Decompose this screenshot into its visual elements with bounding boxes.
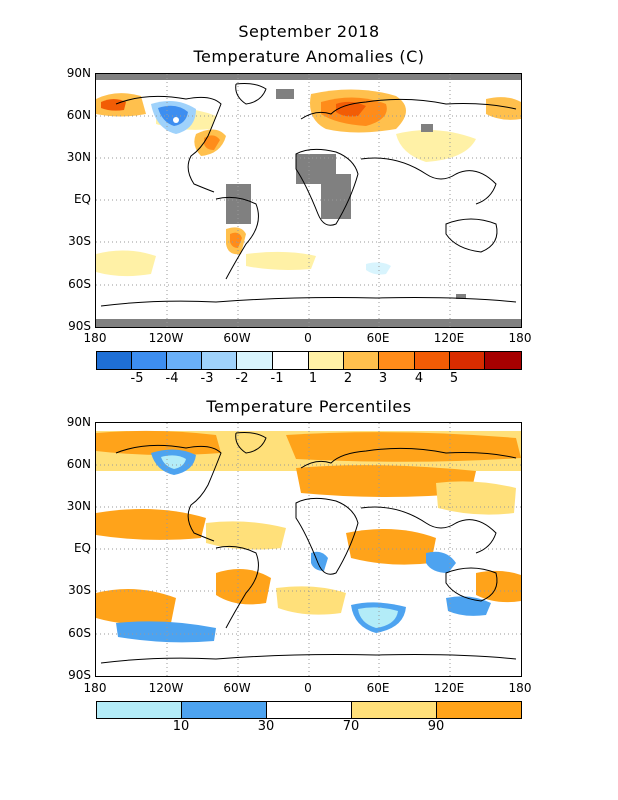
anomaly-legend-label: -2: [235, 371, 249, 386]
percentile-swatch: [352, 702, 437, 718]
anomaly-legend-label: 1: [308, 371, 318, 386]
pct-lat-label-60n: 60N: [66, 457, 91, 471]
anomaly-swatch: [97, 352, 132, 369]
percentile-swatch: [437, 702, 521, 718]
anomaly-swatch: [132, 352, 167, 369]
map-title-anomalies: Temperature Anomalies (C): [193, 47, 425, 66]
anomaly-legend-label: 5: [449, 371, 459, 386]
percentile-swatch: [97, 702, 182, 718]
lat-label-eq: EQ: [73, 192, 91, 206]
percentile-coastlines: [100, 432, 517, 664]
coastlines: [100, 83, 517, 307]
lon-label-60w: 60W: [223, 331, 251, 345]
lon-label-60e: 60E: [366, 331, 390, 345]
lat-label-90s: 90S: [68, 319, 91, 333]
pct-lat-label-90n: 90N: [66, 415, 91, 429]
pct-lat-label-30s: 30S: [68, 583, 91, 597]
percentile-grid-lines: [96, 423, 521, 676]
anomaly-legend-label: -1: [270, 371, 284, 386]
anomaly-swatch: [344, 352, 379, 369]
lat-label-60s: 60S: [68, 277, 91, 291]
anomaly-swatch: [237, 352, 273, 369]
anomaly-swatch: [415, 352, 450, 369]
missing-data-land: [226, 89, 466, 299]
lat-label-30n: 30N: [66, 150, 91, 164]
pct-lon-label-120w: 120W: [148, 681, 184, 695]
anomaly-swatch: [202, 352, 237, 369]
lon-label-120e: 120E: [433, 331, 465, 345]
anomaly-swatch: [485, 352, 521, 369]
anomaly-map: [95, 73, 522, 328]
pct-lon-label-180w: 180: [83, 681, 107, 695]
cold-anomaly-regions: [151, 100, 391, 275]
lon-label-180e: 180: [508, 331, 532, 345]
anomaly-swatch: [450, 352, 485, 369]
pct-lat-label-60s: 60S: [68, 626, 91, 640]
anomaly-map-svg: [96, 74, 521, 327]
anomaly-legend-label: 2: [343, 371, 353, 386]
percentile-swatch: [182, 702, 267, 718]
anomaly-swatch: [273, 352, 309, 369]
pct-lon-label-120e: 120E: [433, 681, 465, 695]
lon-label-120w: 120W: [148, 331, 184, 345]
anomaly-legend-label: 3: [378, 371, 388, 386]
percentile-swatch: [267, 702, 352, 718]
grid-lines: [96, 74, 521, 327]
pct-lon-label-60w: 60W: [223, 681, 251, 695]
pct-lat-label-30n: 30N: [66, 499, 91, 513]
percentile-map-svg: [96, 423, 521, 676]
pct-lat-label-90s: 90S: [68, 668, 91, 682]
anomaly-legend-label: -4: [165, 371, 179, 386]
percentile-map-title: Temperature Percentiles: [206, 397, 412, 416]
anomaly-legend-label: -3: [200, 371, 214, 386]
pct-lon-label-60e: 60E: [366, 681, 390, 695]
percentile-legend-label: 10: [172, 719, 190, 734]
percentile-legend-label: 90: [427, 719, 445, 734]
lon-label-180w: 180: [83, 331, 107, 345]
percentile-colorbar: [96, 701, 522, 719]
percentile-map: [95, 422, 522, 677]
anomaly-swatch: [167, 352, 202, 369]
warm-anomaly-regions: [96, 89, 521, 277]
pct-lon-label-180e: 180: [508, 681, 532, 695]
anomaly-swatch: [379, 352, 415, 369]
pct-lon-label-0: 0: [304, 681, 312, 695]
lat-label-30s: 30S: [68, 234, 91, 248]
anomaly-legend-label: 4: [414, 371, 424, 386]
lon-label-0: 0: [304, 331, 312, 345]
pct-lat-label-eq: EQ: [73, 541, 91, 555]
anomaly-colorbar: [96, 351, 522, 370]
percentile-legend-label: 30: [257, 719, 275, 734]
lat-label-60n: 60N: [66, 108, 91, 122]
missing-band-north: [96, 74, 521, 80]
percentile-legend-label: 70: [342, 719, 360, 734]
lat-label-90n: 90N: [66, 66, 91, 80]
anomaly-swatch: [309, 352, 344, 369]
map-title-date: September 2018: [238, 22, 380, 41]
anomaly-legend-label: -5: [130, 371, 144, 386]
